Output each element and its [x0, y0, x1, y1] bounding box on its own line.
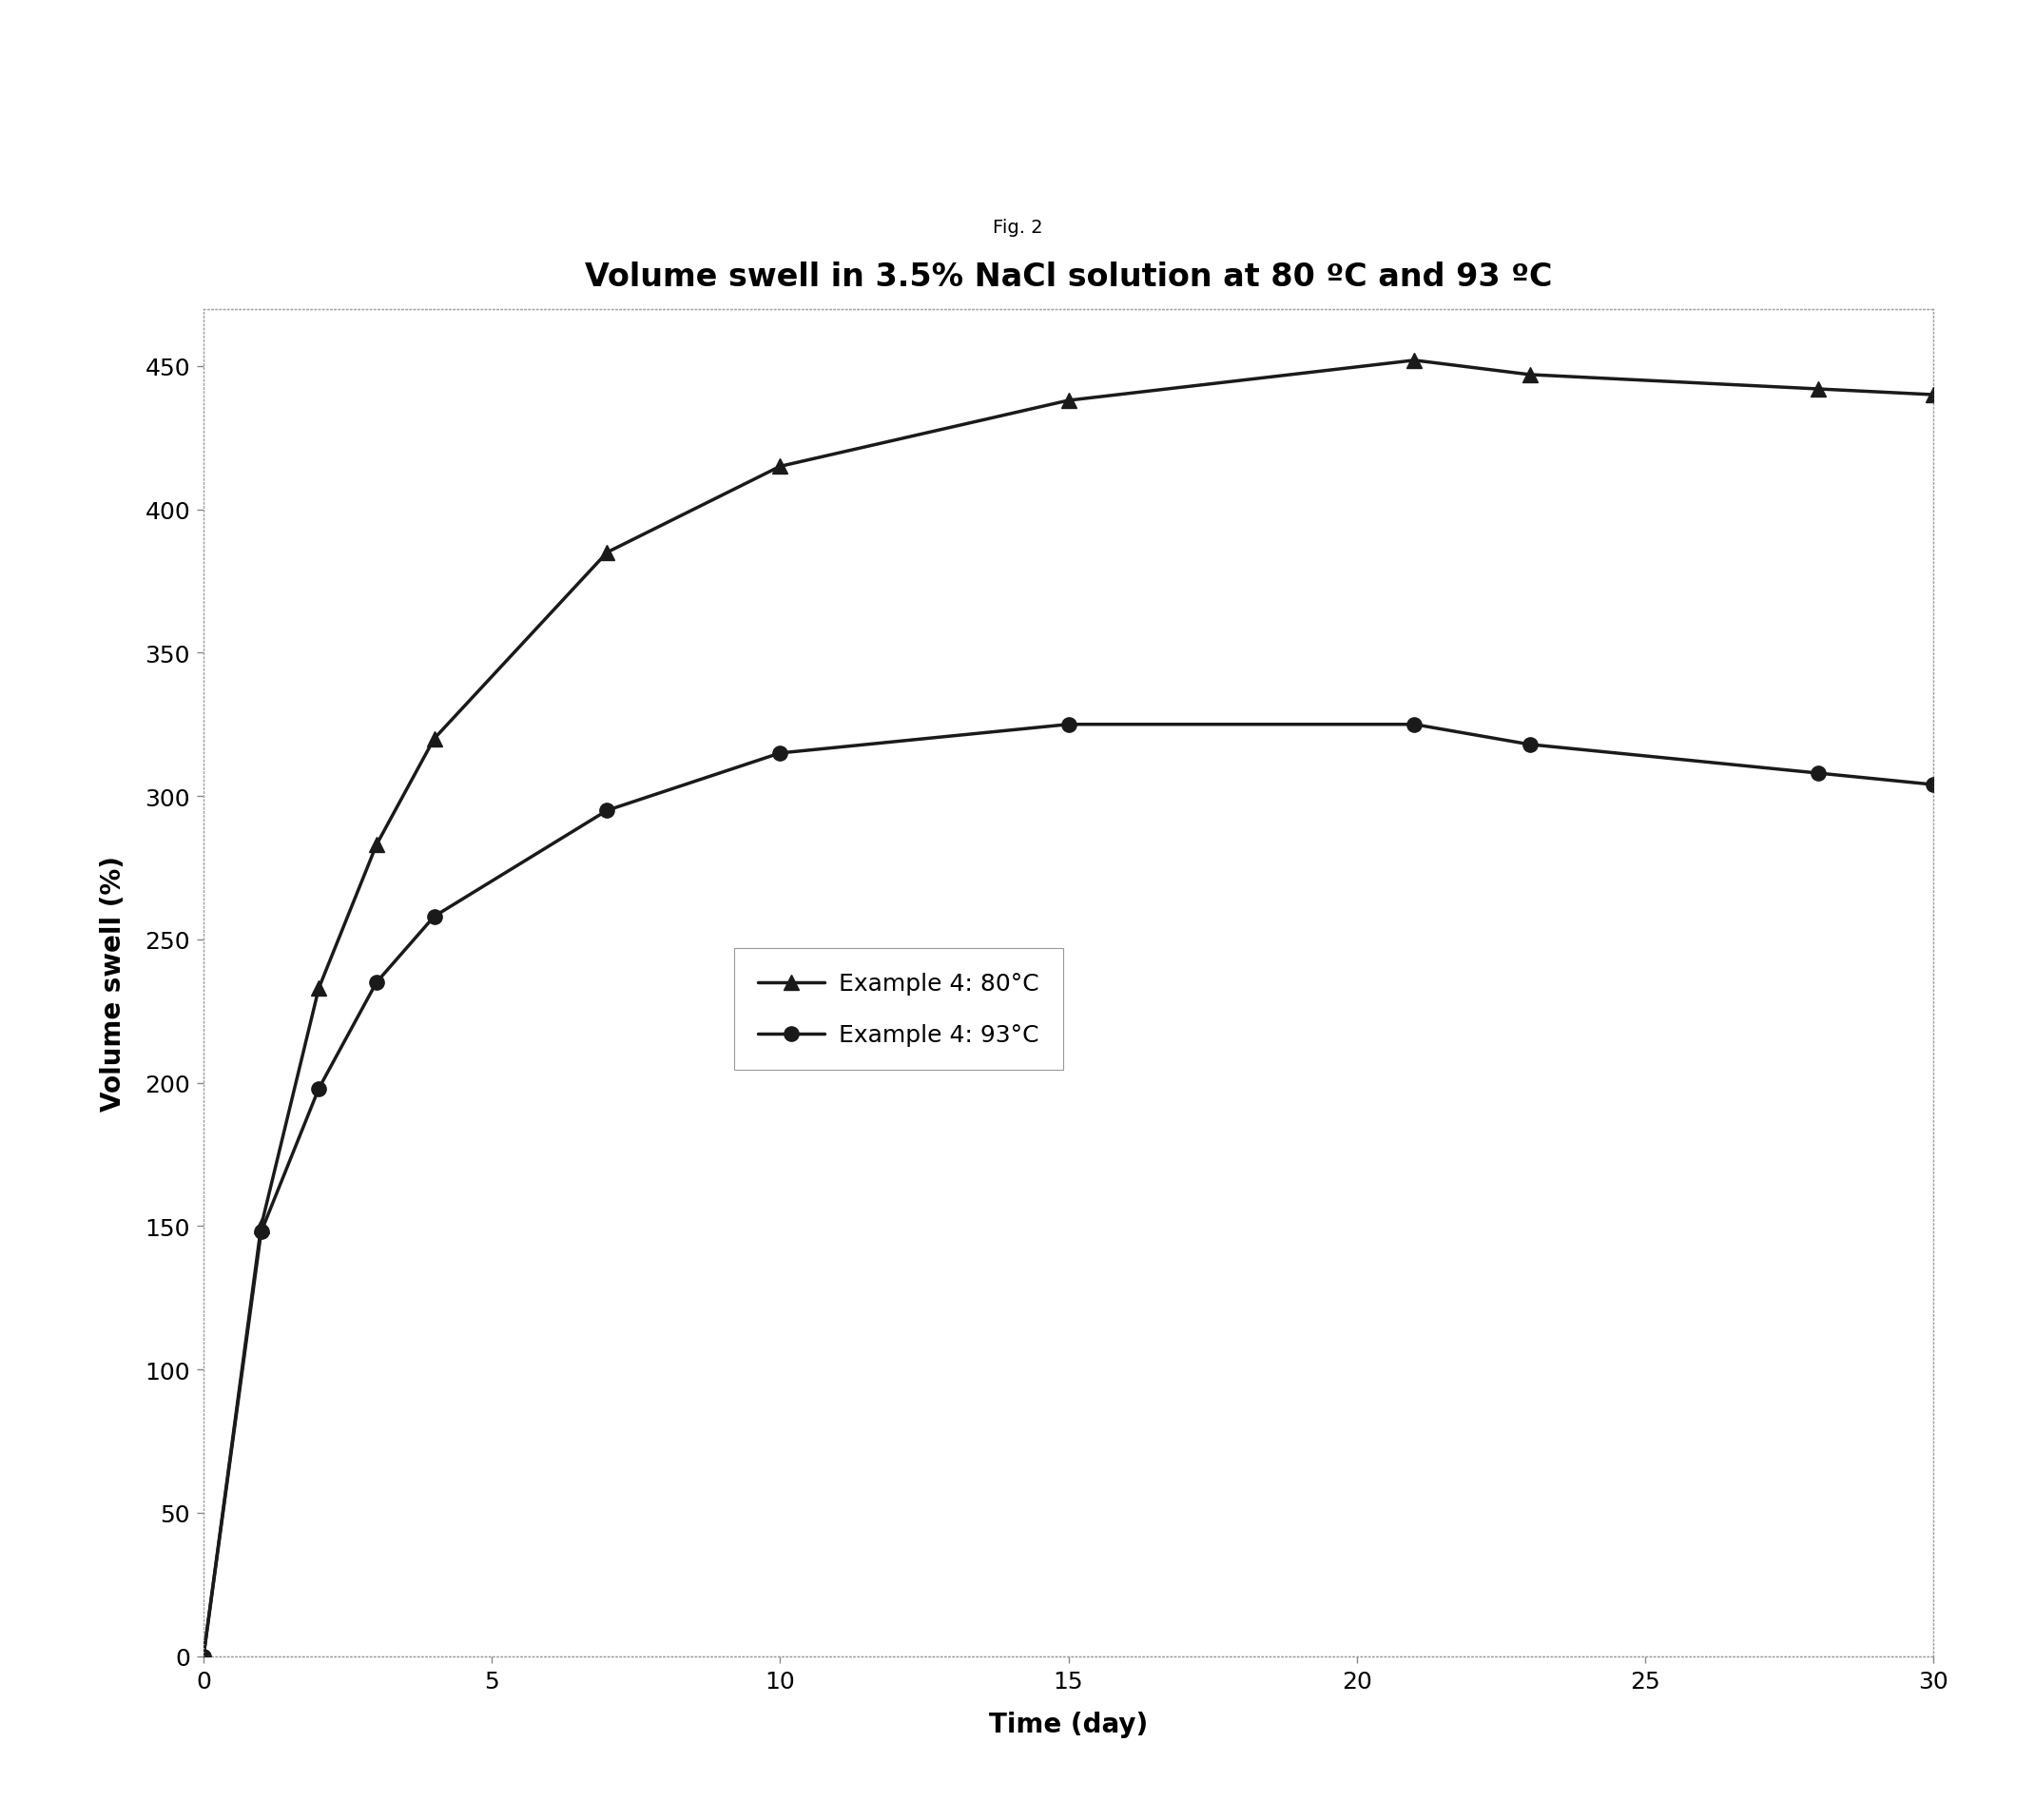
Title: Volume swell in 3.5% NaCl solution at 80 ºC and 93 ºC: Volume swell in 3.5% NaCl solution at 80… [584, 260, 1553, 293]
Example 4: 80°C: (15, 438): 80°C: (15, 438) [1056, 389, 1081, 411]
Example 4: 80°C: (4, 320): 80°C: (4, 320) [421, 728, 446, 750]
Example 4: 93°C: (3, 235): 93°C: (3, 235) [364, 972, 389, 994]
Example 4: 93°C: (4, 258): 93°C: (4, 258) [421, 906, 446, 928]
Example 4: 93°C: (0, 0): 93°C: (0, 0) [191, 1645, 216, 1667]
Example 4: 80°C: (3, 283): 80°C: (3, 283) [364, 834, 389, 855]
Example 4: 80°C: (28, 442): 80°C: (28, 442) [1805, 379, 1829, 400]
Line: Example 4: 93°C: Example 4: 93°C [195, 717, 1941, 1663]
Example 4: 80°C: (10, 415): 80°C: (10, 415) [767, 457, 792, 479]
Example 4: 93°C: (2, 198): 93°C: (2, 198) [307, 1077, 332, 1099]
Example 4: 80°C: (2, 233): 80°C: (2, 233) [307, 977, 332, 999]
Example 4: 80°C: (21, 452): 80°C: (21, 452) [1402, 349, 1427, 371]
Example 4: 93°C: (10, 315): 93°C: (10, 315) [767, 743, 792, 764]
Example 4: 93°C: (7, 295): 93°C: (7, 295) [594, 801, 619, 823]
Example 4: 93°C: (21, 325): 93°C: (21, 325) [1402, 713, 1427, 735]
Y-axis label: Volume swell (%): Volume swell (%) [100, 855, 126, 1110]
Example 4: 80°C: (7, 385): 80°C: (7, 385) [594, 542, 619, 564]
Example 4: 93°C: (23, 318): 93°C: (23, 318) [1518, 733, 1543, 755]
Example 4: 80°C: (1, 150): 80°C: (1, 150) [248, 1216, 273, 1238]
X-axis label: Time (day): Time (day) [989, 1711, 1148, 1738]
Legend: Example 4: 80°C, Example 4: 93°C: Example 4: 80°C, Example 4: 93°C [735, 948, 1062, 1070]
Example 4: 93°C: (28, 308): 93°C: (28, 308) [1805, 763, 1829, 784]
Example 4: 80°C: (30, 440): 80°C: (30, 440) [1921, 384, 1945, 406]
Line: Example 4: 80°C: Example 4: 80°C [195, 353, 1941, 1663]
Example 4: 80°C: (23, 447): 80°C: (23, 447) [1518, 364, 1543, 386]
Text: Fig. 2: Fig. 2 [993, 218, 1042, 237]
Example 4: 93°C: (1, 148): 93°C: (1, 148) [248, 1221, 273, 1243]
Example 4: 93°C: (30, 304): 93°C: (30, 304) [1921, 774, 1945, 795]
Example 4: 93°C: (15, 325): 93°C: (15, 325) [1056, 713, 1081, 735]
Example 4: 80°C: (0, 0): 80°C: (0, 0) [191, 1645, 216, 1667]
